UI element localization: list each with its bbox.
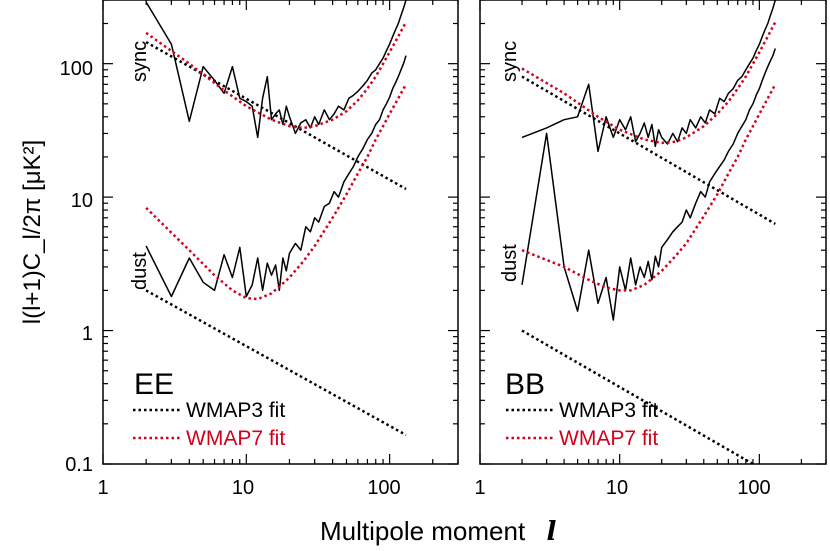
x-tick-label: 100	[367, 477, 400, 499]
bb-legend-wmap7-label: WMAP7 fit	[559, 427, 658, 450]
x-axis-title: Multipole moment l	[320, 516, 556, 547]
bb-sync-label: sync	[499, 41, 521, 82]
x-tick-label: 10	[232, 477, 254, 499]
x-tick-label: 1	[474, 477, 485, 499]
ee-series-group	[145, 0, 408, 437]
bb-dust-wmap7-line	[521, 83, 777, 292]
y-tick-label: 10	[71, 190, 93, 212]
bb-dust-data-line	[521, 48, 777, 321]
bb-dust-label: dust	[499, 244, 521, 282]
bb-axis-ticks	[479, 0, 827, 465]
ee-dust-label: dust	[129, 252, 151, 290]
x-axis-title-text: Multipole moment	[320, 516, 526, 546]
y-tick-label: 100	[60, 58, 93, 80]
ee-dust-wmap7-line	[145, 83, 408, 301]
x-tick-label: 100	[737, 477, 770, 499]
bb-panel-label: BB	[505, 368, 545, 401]
y-tick-label: 0.1	[65, 454, 93, 476]
ee-sync-wmap3-line	[145, 41, 407, 191]
ee-legend-wmap3-label: WMAP3 fit	[186, 399, 285, 422]
y-axis-title: l(l+1)C_l/2π [μK²]	[19, 140, 46, 324]
bb-panel-frame	[479, 0, 827, 465]
ee-axis-ticks	[102, 0, 459, 465]
bb-series-group	[521, 0, 777, 464]
ee-legend-wmap7-label: WMAP7 fit	[186, 427, 285, 450]
ee-dust-data-line	[145, 55, 407, 298]
ee-panel-frame	[102, 0, 459, 465]
ee-sync-wmap7-line	[145, 21, 408, 130]
ee-sync-label: sync	[129, 41, 151, 82]
x-axis-title-symbol: l	[546, 517, 556, 547]
bb-sync-wmap7-line	[521, 21, 777, 145]
bb-legend-wmap3-label: WMAP3 fit	[559, 399, 658, 422]
x-tick-label: 10	[606, 477, 628, 499]
bb-sync-wmap3-line	[521, 75, 776, 225]
bb-sync-data-line	[521, 0, 777, 153]
x-tick-label: 1	[97, 477, 108, 499]
ee-sync-data-line	[145, 0, 407, 139]
y-tick-label: 1	[82, 323, 93, 345]
ee-dust-wmap3-line	[145, 289, 407, 437]
bb-dust-wmap3-line	[521, 329, 756, 464]
ee-panel-label: EE	[134, 368, 174, 401]
